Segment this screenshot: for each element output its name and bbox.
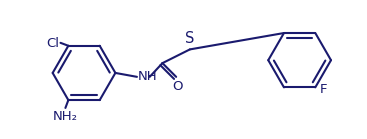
Text: NH: NH: [138, 70, 157, 83]
Text: NH₂: NH₂: [53, 110, 78, 123]
Text: S: S: [185, 31, 195, 46]
Text: Cl: Cl: [47, 37, 59, 50]
Text: O: O: [172, 80, 182, 93]
Text: F: F: [320, 83, 328, 96]
